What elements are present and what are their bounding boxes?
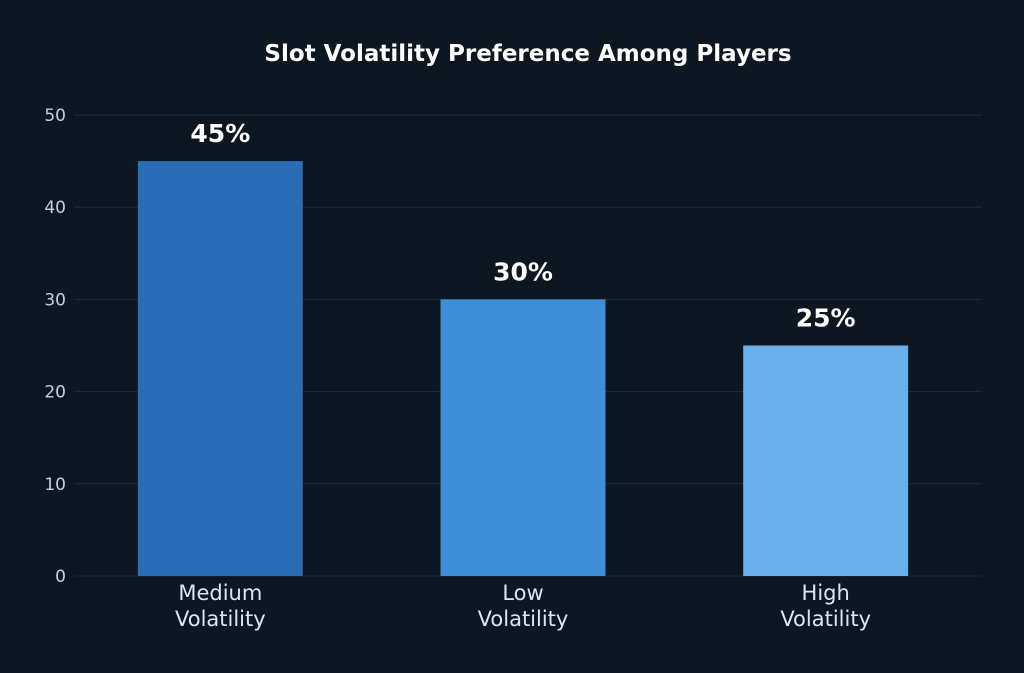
- x-tick-label: Volatility: [478, 607, 569, 631]
- y-tick-label: 0: [55, 567, 66, 587]
- x-tick-label: Volatility: [175, 607, 266, 631]
- x-tick-label: Medium: [178, 581, 262, 605]
- bar: [440, 299, 606, 576]
- bars: [137, 161, 909, 576]
- y-tick-label: 40: [44, 198, 66, 218]
- x-tick-label: Low: [502, 581, 543, 605]
- data-label: 25%: [796, 304, 856, 333]
- x-tick-label: High: [802, 581, 850, 605]
- x-tick-label: Volatility: [780, 607, 871, 631]
- x-axis-ticks: MediumVolatilityLowVolatilityHighVolatil…: [175, 581, 871, 631]
- y-tick-label: 10: [44, 475, 66, 495]
- y-tick-label: 20: [44, 383, 66, 403]
- y-axis-ticks: 0 10 20 30 40 50: [44, 106, 66, 587]
- y-tick-label: 30: [44, 290, 66, 310]
- bar: [137, 161, 303, 576]
- chart-title: Slot Volatility Preference Among Players: [264, 41, 791, 67]
- data-label: 45%: [190, 119, 250, 148]
- data-label: 30%: [493, 257, 553, 286]
- y-tick-label: 50: [44, 106, 66, 126]
- bar: [743, 345, 909, 576]
- data-labels: 45% 30% 25%: [190, 119, 855, 332]
